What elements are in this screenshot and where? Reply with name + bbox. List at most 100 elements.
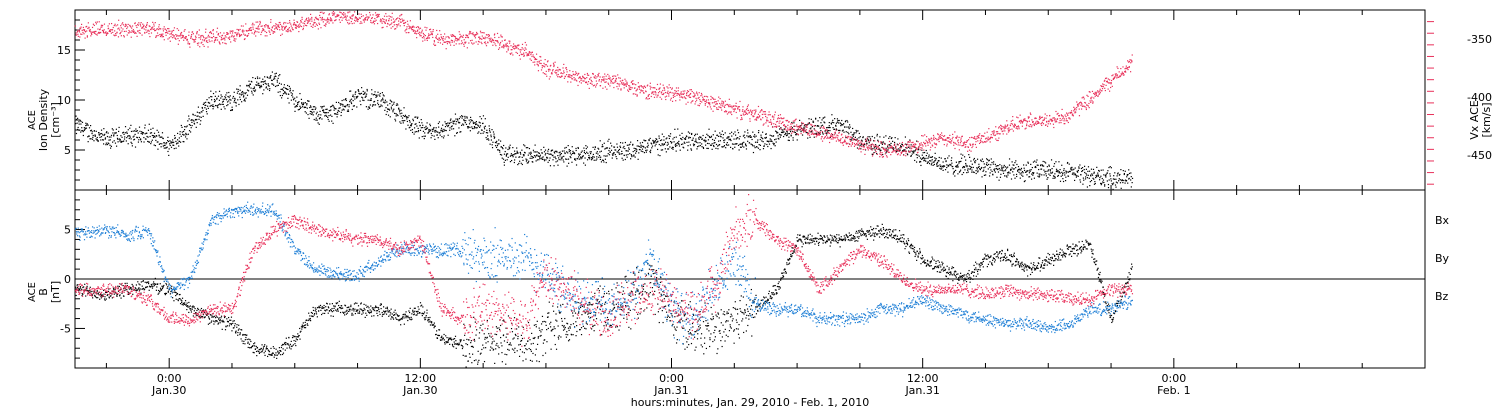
data-point bbox=[816, 133, 818, 135]
data-point bbox=[799, 128, 801, 130]
data-point bbox=[106, 131, 108, 133]
data-point bbox=[499, 151, 501, 153]
data-point bbox=[212, 92, 215, 95]
data-point bbox=[391, 12, 393, 14]
data-point bbox=[154, 22, 156, 24]
data-point bbox=[880, 153, 882, 156]
data-point bbox=[158, 28, 160, 31]
data-point bbox=[928, 162, 931, 165]
data-point bbox=[392, 26, 394, 28]
data-point bbox=[1049, 174, 1051, 177]
data-point bbox=[474, 122, 477, 124]
data-point bbox=[94, 134, 96, 136]
data-point bbox=[319, 117, 321, 119]
data-point bbox=[592, 146, 594, 148]
data-point bbox=[107, 25, 109, 27]
data-point bbox=[395, 18, 397, 21]
data-point bbox=[874, 146, 876, 148]
data-point bbox=[706, 96, 709, 98]
data-point bbox=[474, 123, 477, 126]
data-point bbox=[663, 136, 665, 138]
data-point bbox=[159, 35, 162, 38]
data-point bbox=[934, 152, 936, 154]
data-point bbox=[489, 40, 491, 42]
data-point bbox=[630, 141, 632, 143]
data-point bbox=[1091, 174, 1094, 176]
data-point bbox=[1036, 159, 1038, 161]
data-point bbox=[669, 135, 671, 137]
data-point bbox=[246, 35, 248, 37]
data-point bbox=[590, 79, 592, 82]
data-point bbox=[837, 135, 839, 137]
data-point bbox=[645, 91, 647, 93]
data-point bbox=[289, 20, 291, 22]
data-point bbox=[832, 127, 834, 129]
data-point bbox=[632, 144, 634, 146]
data-point bbox=[728, 105, 730, 108]
data-point bbox=[867, 147, 869, 150]
data-point bbox=[342, 17, 344, 19]
data-point bbox=[202, 39, 204, 41]
data-point bbox=[824, 132, 826, 134]
data-point bbox=[438, 121, 441, 123]
data-point bbox=[652, 140, 654, 142]
data-point bbox=[577, 84, 579, 87]
data-point bbox=[216, 97, 218, 99]
data-point bbox=[851, 134, 853, 136]
data-point bbox=[388, 109, 391, 111]
data-point bbox=[822, 133, 824, 135]
data-point bbox=[735, 138, 737, 140]
data-point bbox=[619, 80, 621, 82]
data-point bbox=[859, 144, 861, 146]
data-point bbox=[682, 97, 684, 99]
data-point bbox=[331, 19, 333, 21]
data-point bbox=[95, 21, 97, 23]
data-point bbox=[1023, 180, 1025, 183]
data-point bbox=[990, 164, 992, 166]
data-point bbox=[772, 135, 775, 137]
data-point bbox=[278, 26, 280, 29]
data-point bbox=[139, 25, 142, 27]
data-point bbox=[223, 32, 225, 34]
data-point bbox=[749, 120, 751, 122]
data-point bbox=[310, 111, 313, 113]
data-point bbox=[598, 79, 601, 81]
data-point bbox=[296, 21, 299, 23]
data-point bbox=[346, 103, 349, 106]
data-point bbox=[927, 161, 929, 163]
data-point bbox=[545, 64, 547, 66]
data-point bbox=[550, 149, 553, 152]
data-point bbox=[251, 24, 253, 26]
data-point bbox=[299, 105, 301, 107]
data-point bbox=[450, 121, 452, 123]
data-point bbox=[944, 158, 946, 160]
data-point bbox=[262, 83, 265, 86]
data-point bbox=[410, 27, 412, 29]
data-point bbox=[1083, 165, 1086, 167]
data-point bbox=[260, 31, 263, 33]
data-point bbox=[773, 123, 775, 125]
data-point bbox=[377, 104, 380, 106]
data-point bbox=[115, 132, 117, 134]
data-point bbox=[196, 122, 198, 124]
data-point bbox=[359, 22, 361, 25]
data-point bbox=[557, 66, 559, 69]
data-point bbox=[297, 101, 299, 104]
data-point bbox=[144, 133, 146, 135]
data-point bbox=[492, 39, 494, 41]
data-point bbox=[841, 133, 843, 135]
data-point bbox=[389, 116, 391, 118]
data-point bbox=[124, 23, 127, 25]
data-point bbox=[582, 155, 584, 157]
data-point bbox=[551, 149, 554, 151]
data-point bbox=[485, 34, 488, 36]
data-point bbox=[386, 15, 388, 18]
data-point bbox=[783, 124, 785, 126]
data-point bbox=[270, 19, 272, 21]
data-point bbox=[324, 25, 327, 27]
data-point bbox=[662, 143, 664, 145]
data-point bbox=[963, 166, 965, 169]
data-point bbox=[171, 34, 173, 36]
data-point bbox=[570, 76, 572, 78]
data-point bbox=[1007, 172, 1009, 174]
